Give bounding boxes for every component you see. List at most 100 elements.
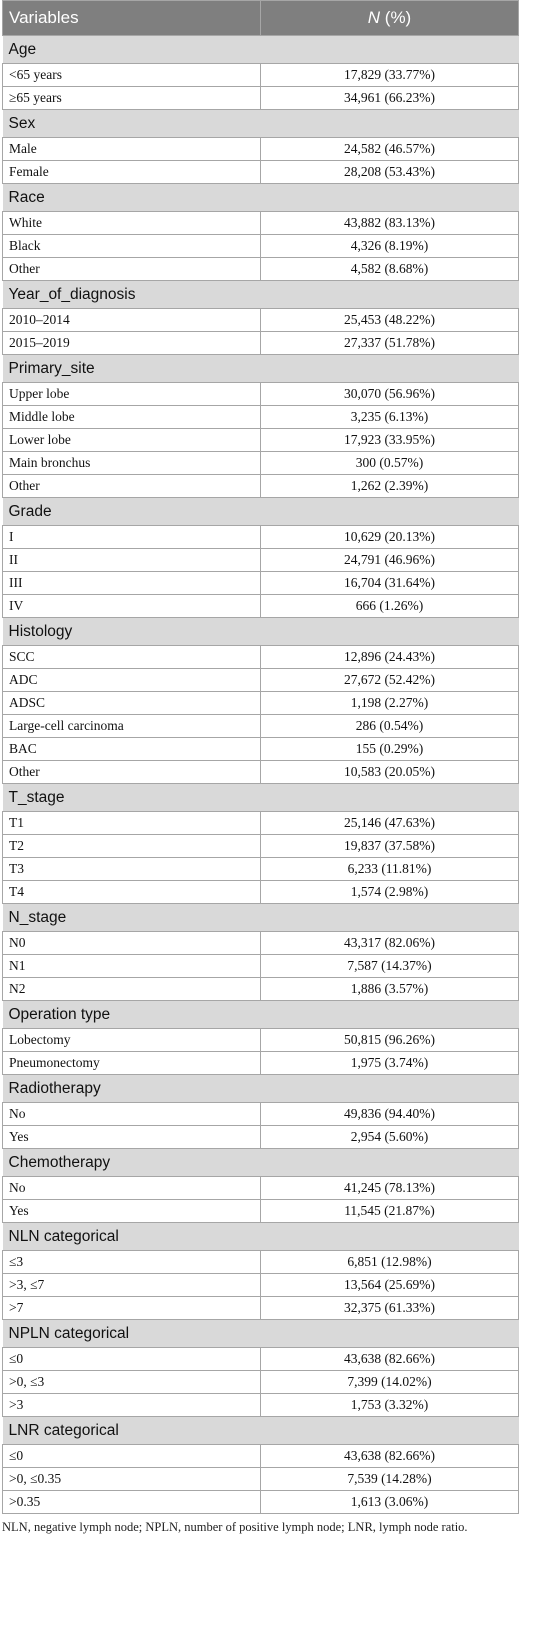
data-row: Other 1,262 (2.39%) xyxy=(2,474,519,498)
variable-cell: >0.35 xyxy=(2,1490,261,1514)
data-row: N2 1,886 (3.57%) xyxy=(2,977,519,1001)
data-table: Variables N (%) Age <65 years 17,829 (33.7… xyxy=(2,0,519,1514)
data-row: Other 4,582 (8.68%) xyxy=(2,257,519,281)
data-row: T1 25,146 (47.63%) xyxy=(2,811,519,835)
data-row: Male 24,582 (46.57%) xyxy=(2,137,519,161)
data-row: >0, ≤0.35 7,539 (14.28%) xyxy=(2,1467,519,1491)
section-row: Operation type xyxy=(2,1000,519,1029)
value-cell: 28,208 (53.43%) xyxy=(260,160,519,184)
section-row: Histology xyxy=(2,617,519,646)
data-row: T4 1,574 (2.98%) xyxy=(2,880,519,904)
section-row: NLN categorical xyxy=(2,1222,519,1251)
header-cell: N (%) xyxy=(260,0,519,36)
data-row: Other 10,583 (20.05%) xyxy=(2,760,519,784)
section-title: LNR categorical xyxy=(2,1416,519,1445)
data-row: II 24,791 (46.96%) xyxy=(2,548,519,572)
data-row: >0.35 1,613 (3.06%) xyxy=(2,1490,519,1514)
variable-cell: 2015–2019 xyxy=(2,331,261,355)
variable-cell: N2 xyxy=(2,977,261,1001)
variable-cell: ADSC xyxy=(2,691,261,715)
variable-cell: IV xyxy=(2,594,261,618)
value-cell: 6,233 (11.81%) xyxy=(260,857,519,881)
value-cell: 12,896 (24.43%) xyxy=(260,645,519,669)
data-row: Main bronchus 300 (0.57%) xyxy=(2,451,519,475)
variable-cell: Black xyxy=(2,234,261,258)
variable-cell: 2010–2014 xyxy=(2,308,261,332)
value-cell: 41,245 (78.13%) xyxy=(260,1176,519,1200)
section-title: Sex xyxy=(2,109,519,138)
header-unit: (%) xyxy=(384,8,412,27)
data-row: 2015–2019 27,337 (51.78%) xyxy=(2,331,519,355)
variable-cell: Pneumonectomy xyxy=(2,1051,261,1075)
data-row: N0 43,317 (82.06%) xyxy=(2,931,519,955)
value-cell: 2,954 (5.60%) xyxy=(260,1125,519,1149)
data-row: White 43,882 (83.13%) xyxy=(2,211,519,235)
data-row: >3 1,753 (3.32%) xyxy=(2,1393,519,1417)
value-cell: 43,638 (82.66%) xyxy=(260,1347,519,1371)
value-cell: 10,583 (20.05%) xyxy=(260,760,519,784)
variable-cell: >3, ≤7 xyxy=(2,1273,261,1297)
value-cell: 25,453 (48.22%) xyxy=(260,308,519,332)
variable-cell: N1 xyxy=(2,954,261,978)
data-row: Upper lobe 30,070 (56.96%) xyxy=(2,382,519,406)
variable-cell: SCC xyxy=(2,645,261,669)
data-row: BAC 155 (0.29%) xyxy=(2,737,519,761)
variable-cell: BAC xyxy=(2,737,261,761)
data-row: 2010–2014 25,453 (48.22%) xyxy=(2,308,519,332)
variable-cell: Other xyxy=(2,760,261,784)
value-cell: 24,791 (46.96%) xyxy=(260,548,519,572)
variable-cell: ≤3 xyxy=(2,1250,261,1274)
data-row: Pneumonectomy 1,975 (3.74%) xyxy=(2,1051,519,1075)
section-row: T_stage xyxy=(2,783,519,812)
data-row: Lobectomy 50,815 (96.26%) xyxy=(2,1028,519,1052)
data-row: III 16,704 (31.64%) xyxy=(2,571,519,595)
variable-cell: N0 xyxy=(2,931,261,955)
value-cell: 49,836 (94.40%) xyxy=(260,1102,519,1126)
value-cell: 27,672 (52.42%) xyxy=(260,668,519,692)
variable-cell: Upper lobe xyxy=(2,382,261,406)
variable-cell: Yes xyxy=(2,1125,261,1149)
variable-cell: T2 xyxy=(2,834,261,858)
section-title: NLN categorical xyxy=(2,1222,519,1251)
section-title: Race xyxy=(2,183,519,212)
variable-cell: T3 xyxy=(2,857,261,881)
data-row: ≥65 years 34,961 (66.23%) xyxy=(2,86,519,110)
data-row: Black 4,326 (8.19%) xyxy=(2,234,519,258)
value-cell: 1,975 (3.74%) xyxy=(260,1051,519,1075)
variable-cell: >0, ≤0.35 xyxy=(2,1467,261,1491)
value-cell: 27,337 (51.78%) xyxy=(260,331,519,355)
value-cell: 1,198 (2.27%) xyxy=(260,691,519,715)
section-row: Race xyxy=(2,183,519,212)
data-row: Yes 2,954 (5.60%) xyxy=(2,1125,519,1149)
variable-cell: II xyxy=(2,548,261,572)
value-cell: 1,753 (3.32%) xyxy=(260,1393,519,1417)
value-cell: 7,539 (14.28%) xyxy=(260,1467,519,1491)
data-row: SCC 12,896 (24.43%) xyxy=(2,645,519,669)
variable-cell: III xyxy=(2,571,261,595)
variable-cell: >7 xyxy=(2,1296,261,1320)
value-cell: 50,815 (96.26%) xyxy=(260,1028,519,1052)
variable-cell: White xyxy=(2,211,261,235)
value-cell: 4,326 (8.19%) xyxy=(260,234,519,258)
variable-cell: No xyxy=(2,1102,261,1126)
data-row: T3 6,233 (11.81%) xyxy=(2,857,519,881)
data-row: ≤0 43,638 (82.66%) xyxy=(2,1444,519,1468)
section-title: Primary_site xyxy=(2,354,519,383)
section-title: Age xyxy=(2,35,519,64)
value-cell: 25,146 (47.63%) xyxy=(260,811,519,835)
variable-cell: Male xyxy=(2,137,261,161)
header-italic: N xyxy=(367,8,381,27)
data-row: ADC 27,672 (52.42%) xyxy=(2,668,519,692)
value-cell: 43,317 (82.06%) xyxy=(260,931,519,955)
data-row: ≤3 6,851 (12.98%) xyxy=(2,1250,519,1274)
value-cell: 3,235 (6.13%) xyxy=(260,405,519,429)
section-title: Year_of_diagnosis xyxy=(2,280,519,309)
value-cell: 7,587 (14.37%) xyxy=(260,954,519,978)
variable-cell: Lower lobe xyxy=(2,428,261,452)
value-cell: 1,262 (2.39%) xyxy=(260,474,519,498)
value-cell: 19,837 (37.58%) xyxy=(260,834,519,858)
value-cell: 32,375 (61.33%) xyxy=(260,1296,519,1320)
value-cell: 13,564 (25.69%) xyxy=(260,1273,519,1297)
section-title: NPLN categorical xyxy=(2,1319,519,1348)
